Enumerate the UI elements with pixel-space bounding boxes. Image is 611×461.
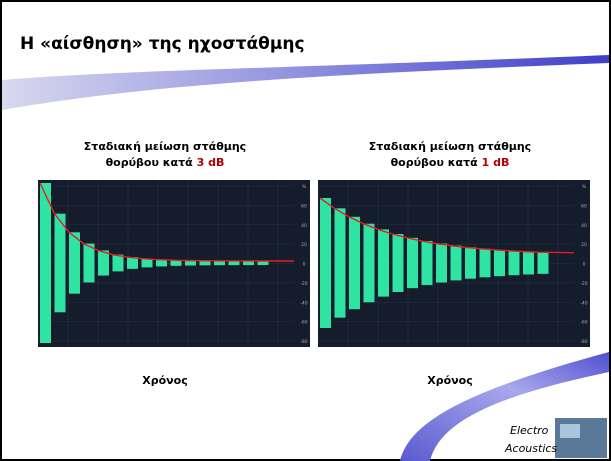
waveform-burst — [142, 259, 153, 268]
logo-text: Acoustics — [504, 442, 557, 455]
waveform-burst — [451, 246, 462, 281]
waveform-scale-label: 60 — [301, 203, 307, 209]
caption: Σταδιακή μείωση στάθμης — [84, 140, 246, 153]
waveform-burst — [127, 257, 138, 269]
waveform-scale-label: % — [302, 184, 307, 190]
waveform-scale-label: 20 — [581, 242, 587, 248]
waveform-scale-label: -60 — [300, 320, 307, 326]
waveform-burst — [407, 238, 418, 288]
axis-label: Χρόνος — [142, 374, 187, 387]
axis-label: Χρόνος — [427, 374, 472, 387]
waveform-burst — [393, 234, 404, 292]
waveform-burst — [436, 243, 447, 282]
waveform-burst — [422, 241, 433, 285]
logo-text: Electro — [510, 424, 549, 437]
waveform-burst — [98, 250, 109, 275]
waveform-burst — [364, 224, 375, 303]
waveform-burst — [465, 247, 476, 278]
waveform-burst — [335, 208, 346, 317]
caption: θορύβου κατά 3 dB — [106, 156, 225, 169]
waveform-scale-label: 60 — [581, 203, 587, 209]
waveform-burst — [69, 232, 80, 293]
waveform: % 60 40 20 0 -20 -40 -60 -80 — [38, 180, 310, 347]
waveform-burst — [378, 229, 389, 296]
slide: Η «αίσθηση» της ηχοστάθμης Σταδιακή μείω… — [0, 0, 611, 461]
caption: Σταδιακή μείωση στάθμης — [369, 140, 531, 153]
waveform-burst — [480, 249, 491, 278]
waveform-scale-label: -20 — [300, 281, 307, 287]
caption-highlight: 3 dB — [197, 156, 225, 169]
waveform-scale-label: 0 — [583, 262, 586, 268]
waveform-scale-label: -80 — [300, 339, 307, 345]
waveform-scale-label: 40 — [581, 223, 587, 229]
waveform-burst — [113, 255, 124, 272]
waveform-burst — [320, 198, 331, 328]
waveform-scale-label: % — [582, 184, 587, 190]
caption-text: θορύβου κατά — [106, 156, 193, 169]
waveform-scale-label: -40 — [300, 300, 307, 306]
waveform-scale-label: 0 — [303, 262, 306, 268]
waveform-burst — [538, 252, 549, 274]
waveform-scale-label: 20 — [301, 242, 307, 248]
waveform-scale-label: -60 — [580, 320, 587, 326]
waveform-burst — [84, 244, 95, 283]
logo-image-detail — [560, 424, 580, 438]
waveform-burst — [523, 252, 534, 275]
waveform-burst — [40, 183, 51, 343]
waveform-scale-label: -80 — [580, 339, 587, 345]
caption-highlight: 1 dB — [482, 156, 510, 169]
waveform-burst — [509, 251, 520, 275]
waveform-burst — [55, 214, 66, 313]
waveform: % 60 40 20 0 -20 -40 -60 -80 — [318, 180, 590, 347]
waveform-burst — [494, 250, 505, 276]
slide-title: Η «αίσθηση» της ηχοστάθμης — [20, 34, 305, 54]
waveform-scale-label: 40 — [301, 223, 307, 229]
caption: θορύβου κατά 1 dB — [391, 156, 510, 169]
caption-text: θορύβου κατά — [391, 156, 478, 169]
waveform-scale-label: -40 — [580, 300, 587, 306]
waveform-burst — [349, 217, 360, 309]
waveform-scale-label: -20 — [580, 281, 587, 287]
